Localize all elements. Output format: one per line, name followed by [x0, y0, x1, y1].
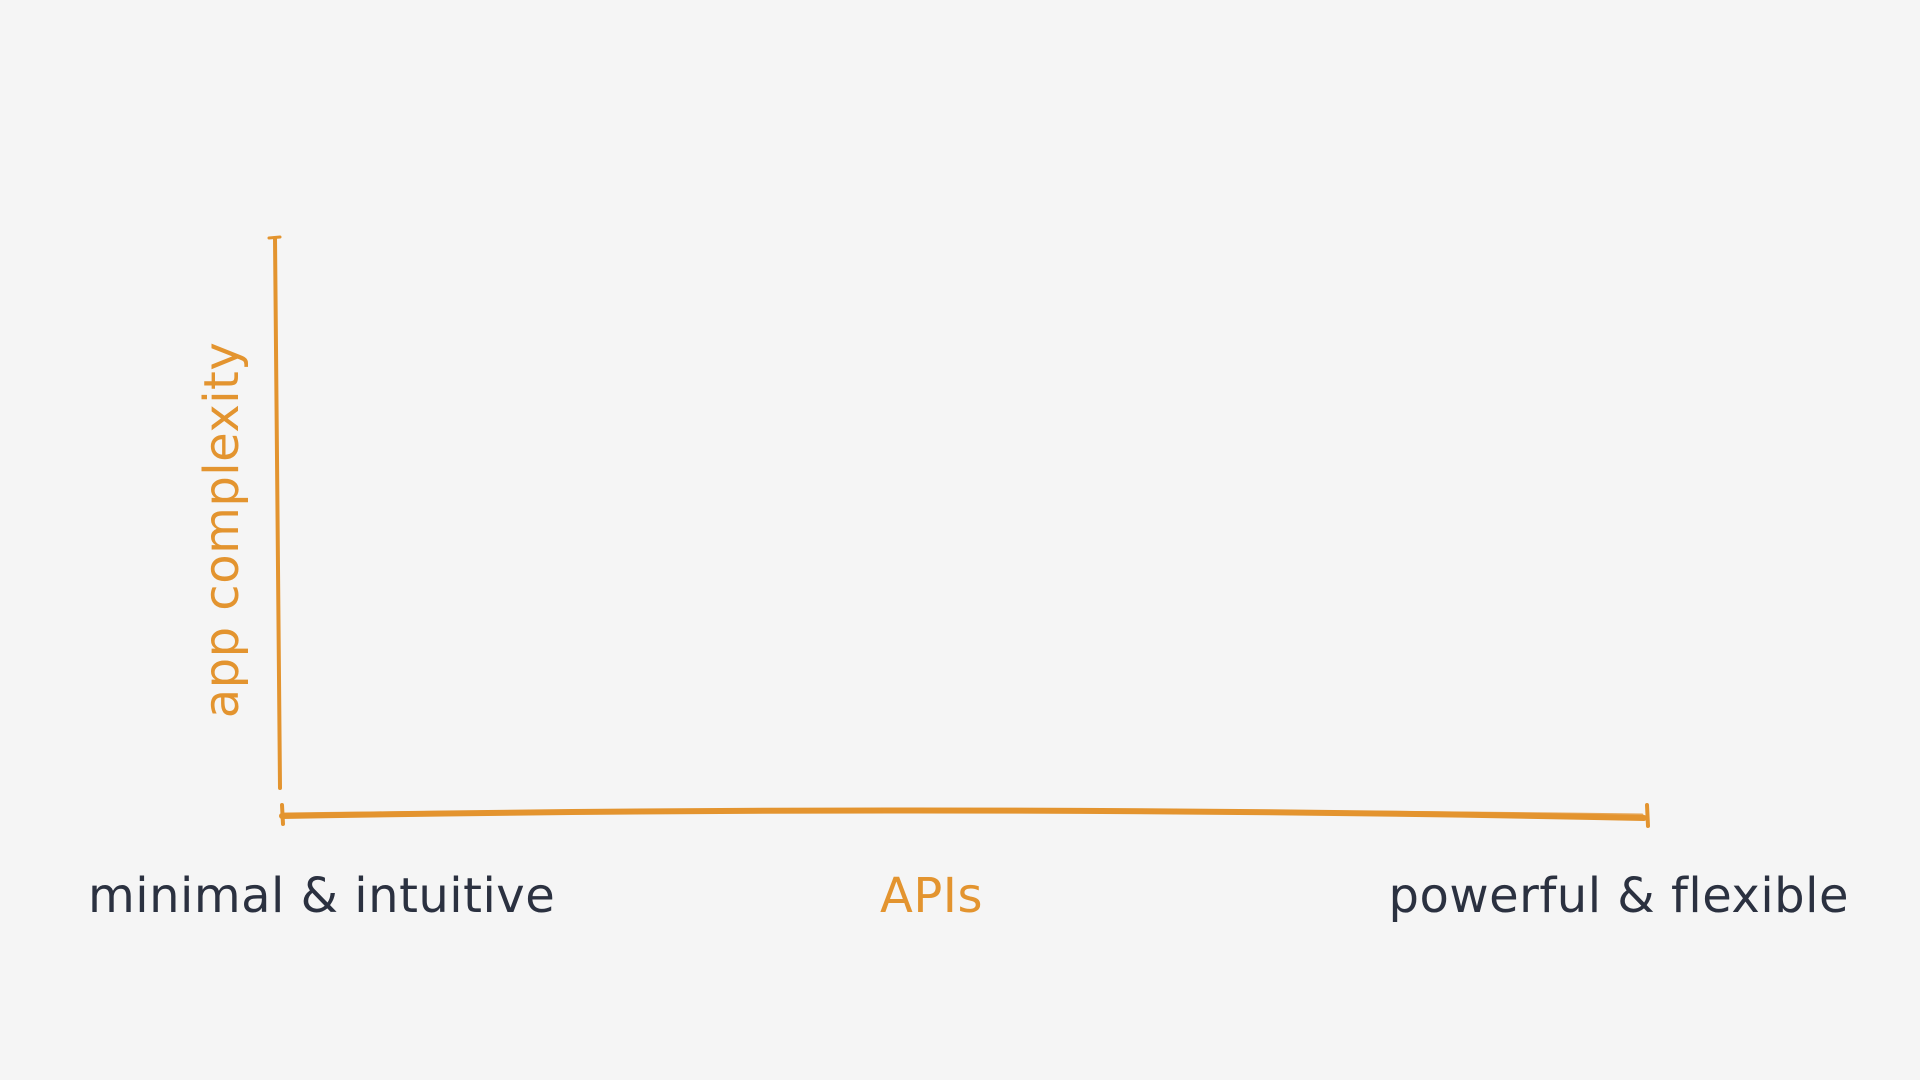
x-axis-left-tick — [280, 803, 285, 826]
y-axis — [267, 235, 282, 790]
y-axis-line — [273, 236, 282, 790]
x-axis-line-sketch — [282, 808, 1644, 817]
y-axis-label: app complexity — [194, 341, 250, 719]
x-axis — [279, 803, 1650, 828]
x-axis-label: APIs — [880, 868, 983, 924]
x-axis-left-label: minimal & intuitive — [88, 868, 556, 924]
y-axis-cap — [267, 235, 282, 240]
x-axis-right-label: powerful & flexible — [1388, 868, 1849, 924]
x-axis-right-tick — [1645, 803, 1650, 828]
